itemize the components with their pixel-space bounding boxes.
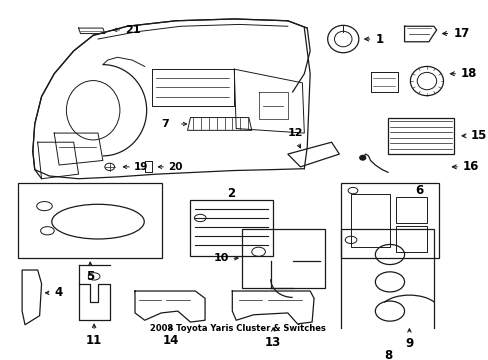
Text: 7: 7 xyxy=(161,119,169,129)
Text: 9: 9 xyxy=(405,337,413,350)
Text: 2: 2 xyxy=(227,187,235,200)
Bar xyxy=(341,183,438,258)
Text: 2008 Toyota Yaris Cluster & Switches: 2008 Toyota Yaris Cluster & Switches xyxy=(150,324,325,333)
Text: 21: 21 xyxy=(125,25,141,35)
Bar xyxy=(395,226,426,252)
Bar xyxy=(387,118,453,154)
Bar xyxy=(190,200,273,256)
Text: 14: 14 xyxy=(163,334,179,347)
Text: 13: 13 xyxy=(264,336,281,349)
Bar xyxy=(18,183,162,258)
Ellipse shape xyxy=(359,156,365,160)
Text: 4: 4 xyxy=(54,286,62,300)
Text: 15: 15 xyxy=(470,129,486,142)
Bar xyxy=(242,229,324,288)
Bar xyxy=(395,197,426,222)
Text: 11: 11 xyxy=(86,334,102,347)
Text: 6: 6 xyxy=(414,184,423,197)
Bar xyxy=(341,229,433,337)
Text: 12: 12 xyxy=(287,128,303,138)
Text: 5: 5 xyxy=(86,270,94,283)
Text: 17: 17 xyxy=(452,27,468,40)
Text: 19: 19 xyxy=(134,162,148,172)
Text: 20: 20 xyxy=(168,162,182,172)
Text: 10: 10 xyxy=(214,253,229,263)
Bar xyxy=(350,194,389,247)
Text: 16: 16 xyxy=(462,160,478,174)
Text: 1: 1 xyxy=(375,32,383,45)
Text: 18: 18 xyxy=(460,67,476,80)
Text: 8: 8 xyxy=(383,350,391,360)
